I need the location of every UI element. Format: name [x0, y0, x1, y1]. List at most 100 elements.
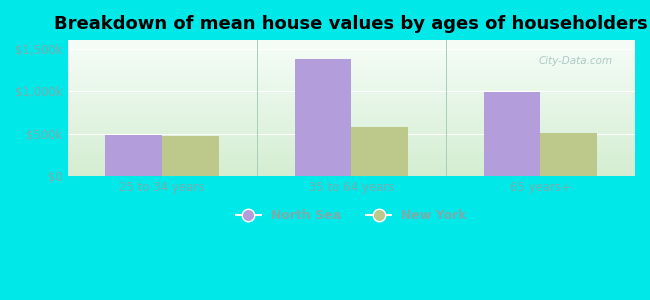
Bar — [105, 134, 162, 176]
Bar — [68, 134, 635, 135]
Bar — [68, 41, 635, 42]
Bar — [68, 123, 635, 124]
Bar — [484, 92, 540, 176]
Bar — [68, 66, 635, 67]
Bar — [68, 148, 635, 149]
Bar — [68, 51, 635, 52]
Bar — [68, 129, 635, 130]
Bar — [68, 116, 635, 117]
Bar — [68, 162, 635, 163]
Bar — [68, 130, 635, 131]
Bar — [68, 90, 635, 91]
Bar — [68, 72, 635, 73]
Bar — [68, 89, 635, 90]
Bar — [68, 131, 635, 132]
Bar — [68, 63, 635, 64]
Bar — [68, 127, 635, 128]
Bar — [68, 84, 635, 85]
Bar — [68, 117, 635, 118]
Bar — [68, 55, 635, 56]
Bar — [68, 160, 635, 161]
Bar — [68, 165, 635, 166]
Bar — [68, 168, 635, 169]
Bar — [68, 170, 635, 171]
Bar — [68, 152, 635, 153]
Bar — [68, 58, 635, 59]
Bar — [294, 59, 351, 176]
Bar — [68, 77, 635, 78]
Bar — [68, 159, 635, 160]
Bar — [68, 96, 635, 97]
Bar — [68, 120, 635, 121]
Bar — [68, 106, 635, 107]
Bar — [68, 44, 635, 45]
Bar — [68, 53, 635, 54]
Bar — [68, 42, 635, 43]
Bar — [68, 91, 635, 92]
Bar — [68, 75, 635, 76]
Bar — [68, 70, 635, 71]
Bar — [68, 52, 635, 53]
Bar — [68, 45, 635, 46]
Bar — [68, 147, 635, 148]
Bar — [68, 128, 635, 129]
Bar — [68, 65, 635, 66]
Bar — [68, 171, 635, 172]
Bar — [68, 92, 635, 93]
Bar — [68, 67, 635, 68]
Bar — [68, 40, 635, 41]
Bar — [68, 153, 635, 154]
Bar — [68, 113, 635, 114]
Bar — [68, 140, 635, 141]
Bar — [68, 156, 635, 157]
Bar — [68, 60, 635, 61]
Bar — [68, 88, 635, 89]
Bar — [68, 49, 635, 50]
Bar — [68, 87, 635, 88]
Bar — [68, 93, 635, 94]
Bar — [68, 102, 635, 103]
Bar — [68, 71, 635, 72]
Bar — [68, 119, 635, 120]
Legend: North Sea, New York: North Sea, New York — [231, 204, 472, 227]
Bar — [68, 80, 635, 81]
Bar — [68, 48, 635, 49]
Bar — [68, 76, 635, 77]
Bar — [68, 79, 635, 80]
Bar — [68, 161, 635, 162]
Bar — [68, 124, 635, 125]
Bar — [68, 85, 635, 86]
Bar — [68, 47, 635, 48]
Bar — [68, 57, 635, 58]
Bar — [68, 99, 635, 100]
Bar — [68, 139, 635, 140]
Bar — [68, 166, 635, 167]
Text: City-Data.com: City-Data.com — [538, 56, 612, 66]
Bar — [68, 112, 635, 113]
Bar — [68, 56, 635, 57]
Bar — [68, 54, 635, 55]
Bar — [68, 164, 635, 165]
Bar — [351, 127, 408, 176]
Bar — [68, 158, 635, 159]
Bar — [68, 174, 635, 175]
Title: Breakdown of mean house values by ages of householders: Breakdown of mean house values by ages o… — [55, 15, 648, 33]
Bar — [68, 61, 635, 62]
Bar — [68, 121, 635, 122]
Bar — [68, 118, 635, 119]
Bar — [68, 103, 635, 104]
Bar — [68, 108, 635, 109]
Bar — [162, 136, 219, 176]
Bar — [68, 68, 635, 69]
Bar — [68, 142, 635, 143]
Bar — [68, 138, 635, 139]
Bar — [68, 163, 635, 164]
Bar — [68, 149, 635, 150]
Bar — [68, 74, 635, 75]
Bar — [68, 101, 635, 102]
Bar — [68, 97, 635, 98]
Bar — [68, 59, 635, 60]
Bar — [68, 100, 635, 101]
Bar — [68, 125, 635, 126]
Bar — [540, 133, 597, 176]
